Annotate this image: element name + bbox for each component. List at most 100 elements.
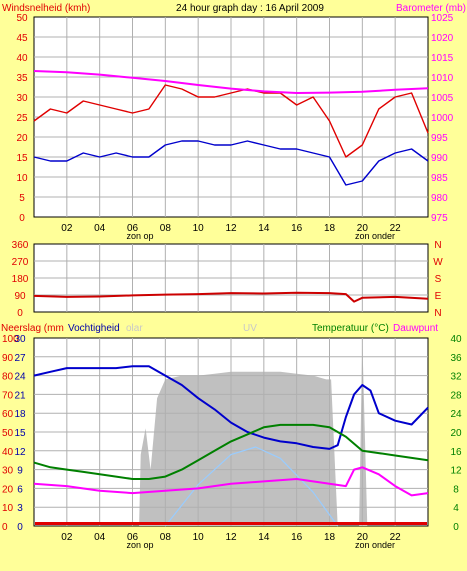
chart-title: 24 hour graph day : 16 April 2009 bbox=[176, 3, 324, 14]
temperature-tick: 16 bbox=[450, 447, 462, 458]
wind-x-tick: 22 bbox=[390, 223, 402, 234]
wind-x-tick: 06 bbox=[127, 223, 139, 234]
climate-series-3 bbox=[33, 423, 429, 480]
direction-left-tick: 0 bbox=[17, 308, 23, 319]
wind-left-tick: 45 bbox=[16, 33, 28, 44]
climate-x-tick: 22 bbox=[390, 532, 402, 543]
sunset-marker: zon onder bbox=[355, 231, 395, 241]
climate-x-tick: 06 bbox=[127, 532, 139, 543]
humidity-axis-label: Vochtigheid bbox=[68, 323, 120, 334]
rain-tick: 80 bbox=[2, 372, 14, 383]
wind-right-tick: 980 bbox=[431, 193, 448, 204]
climate-x-tick: 16 bbox=[291, 532, 303, 543]
temperature-tick: 0 bbox=[453, 522, 459, 533]
climate-x-tick: 08 bbox=[160, 532, 172, 543]
wind-left-tick: 10 bbox=[16, 173, 28, 184]
rain-tick: 30 bbox=[2, 466, 14, 477]
wind-left-tick: 25 bbox=[16, 113, 28, 124]
climate-x-tick: 12 bbox=[225, 532, 237, 543]
wind-right-tick: 1005 bbox=[431, 93, 454, 104]
temperature-tick: 32 bbox=[450, 372, 462, 383]
direction-left-tick: 180 bbox=[12, 274, 29, 285]
wind-x-tick: 10 bbox=[193, 223, 205, 234]
humidity-tick: 12 bbox=[14, 447, 26, 458]
sunset-marker: zon onder bbox=[355, 540, 395, 550]
wind-series-1 bbox=[33, 140, 429, 186]
climate-x-tick: 18 bbox=[324, 532, 336, 543]
wind-right-tick: 990 bbox=[431, 153, 448, 164]
wind-x-tick: 18 bbox=[324, 223, 336, 234]
wind-x-tick: 08 bbox=[160, 223, 172, 234]
wind-left-axis-label: Windsnelheid (kmh) bbox=[2, 3, 90, 14]
humidity-tick: 27 bbox=[14, 353, 26, 364]
direction-right-tick: E bbox=[435, 291, 442, 302]
humidity-tick: 18 bbox=[14, 409, 26, 420]
wind-right-axis-label: Barometer (mb) bbox=[396, 3, 466, 14]
wind-right-tick: 995 bbox=[431, 133, 448, 144]
rain-tick: 60 bbox=[2, 409, 14, 420]
wind-left-tick: 30 bbox=[16, 93, 28, 104]
climate-series-5 bbox=[35, 522, 427, 525]
wind-right-tick: 1015 bbox=[431, 53, 454, 64]
wind-left-tick: 20 bbox=[16, 133, 28, 144]
wind-right-tick: 1000 bbox=[431, 113, 454, 124]
wind-left-tick: 50 bbox=[16, 13, 28, 24]
temperature-tick: 4 bbox=[453, 503, 459, 514]
sunrise-marker: zon op bbox=[126, 540, 153, 550]
humidity-tick: 21 bbox=[14, 390, 26, 401]
direction-right-tick: W bbox=[433, 257, 443, 268]
wind-x-tick: 20 bbox=[357, 223, 369, 234]
rain-axis-label: Neerslag (mm bbox=[1, 323, 64, 334]
wind-left-tick: 15 bbox=[16, 153, 28, 164]
humidity-tick: 6 bbox=[17, 484, 23, 495]
solar-axis-label: olar bbox=[126, 323, 143, 334]
direction-right-tick: N bbox=[434, 308, 441, 319]
wind-series-0 bbox=[33, 84, 429, 158]
climate-x-tick: 20 bbox=[357, 532, 369, 543]
humidity-tick: 3 bbox=[17, 503, 23, 514]
temperature-tick: 36 bbox=[450, 353, 462, 364]
rain-tick: 20 bbox=[2, 484, 14, 495]
climate-series-1 bbox=[164, 446, 339, 527]
direction-series-0 bbox=[33, 291, 429, 303]
humidity-tick: 0 bbox=[17, 522, 23, 533]
climate-series-4 bbox=[33, 466, 429, 497]
direction-right-tick: S bbox=[435, 274, 442, 285]
wind-right-tick: 1020 bbox=[431, 33, 454, 44]
rain-tick: 10 bbox=[2, 503, 14, 514]
wind-right-tick: 1025 bbox=[431, 13, 454, 24]
wind-series-2 bbox=[33, 70, 429, 94]
rain-tick: 0 bbox=[2, 522, 8, 533]
dewpoint-axis-label: Dauwpunt bbox=[393, 323, 438, 334]
sunrise-marker: zon op bbox=[126, 231, 153, 241]
wind-x-tick: 12 bbox=[225, 223, 237, 234]
temperature-tick: 8 bbox=[453, 484, 459, 495]
wind-left-tick: 5 bbox=[19, 193, 25, 204]
uv-axis-label: UV bbox=[243, 323, 257, 334]
climate-x-tick: 14 bbox=[258, 532, 270, 543]
humidity-tick: 30 bbox=[14, 334, 26, 345]
wind-left-tick: 35 bbox=[16, 73, 28, 84]
climate-x-tick: 10 bbox=[193, 532, 205, 543]
rain-tick: 100 bbox=[2, 334, 19, 345]
temperature-tick: 20 bbox=[450, 428, 462, 439]
rain-tick: 50 bbox=[2, 428, 14, 439]
humidity-tick: 9 bbox=[17, 466, 23, 477]
wind-right-tick: 1010 bbox=[431, 73, 454, 84]
climate-x-tick: 04 bbox=[94, 532, 106, 543]
climate-x-tick: 02 bbox=[61, 532, 73, 543]
wind-x-tick: 02 bbox=[61, 223, 73, 234]
wind-left-tick: 40 bbox=[16, 53, 28, 64]
wind-left-tick: 0 bbox=[19, 213, 25, 224]
climate-series-2 bbox=[33, 365, 429, 450]
temperature-tick: 40 bbox=[450, 334, 462, 345]
direction-left-tick: 270 bbox=[12, 257, 29, 268]
temperature-tick: 28 bbox=[450, 390, 462, 401]
direction-left-tick: 360 bbox=[12, 240, 29, 251]
wind-right-tick: 975 bbox=[431, 213, 448, 224]
temperature-axis-label: Temperatuur (°C) bbox=[312, 323, 389, 334]
direction-right-tick: N bbox=[434, 240, 441, 251]
temperature-tick: 12 bbox=[450, 466, 462, 477]
rain-tick: 70 bbox=[2, 390, 14, 401]
